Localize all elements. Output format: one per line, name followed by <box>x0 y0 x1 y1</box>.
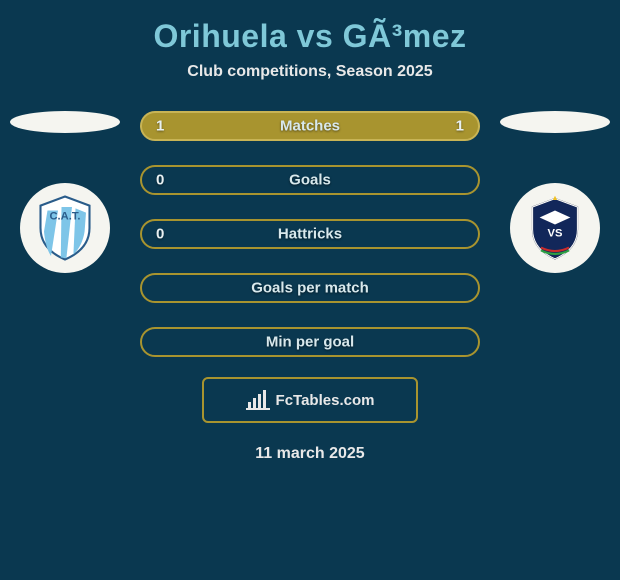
stat-bar-min-per-goal: Min per goal <box>140 327 480 357</box>
svg-text:VS: VS <box>548 227 563 239</box>
svg-text:C.A.T.: C.A.T. <box>49 211 80 223</box>
subtitle: Club competitions, Season 2025 <box>0 63 620 81</box>
stat-label: Hattricks <box>278 226 342 243</box>
stat-label: Matches <box>280 118 340 135</box>
stat-left-value: 0 <box>156 226 164 243</box>
left-side: C.A.T. <box>10 111 120 273</box>
stat-bar-hattricks: 0 Hattricks <box>140 219 480 249</box>
stat-label: Min per goal <box>266 334 354 351</box>
left-team-badge: C.A.T. <box>20 183 110 273</box>
stat-left-value: 1 <box>156 118 164 135</box>
stat-bar-goals: 0 Goals <box>140 165 480 195</box>
watermark-text: FcTables.com <box>276 392 375 409</box>
stats-column: 1 Matches 1 0 Goals 0 Hattricks Goals pe… <box>140 111 480 357</box>
right-side: VS <box>500 111 610 273</box>
stat-left-value: 0 <box>156 172 164 189</box>
stat-right-value: 1 <box>456 118 464 135</box>
stat-bar-goals-per-match: Goals per match <box>140 273 480 303</box>
left-oval-decoration <box>10 111 120 133</box>
stat-label: Goals <box>289 172 331 189</box>
page-title: Orihuela vs GÃ³mez <box>0 0 620 63</box>
stat-label: Goals per match <box>251 280 369 297</box>
footer-date: 11 march 2025 <box>0 445 620 463</box>
shield-icon: C.A.T. <box>30 193 100 263</box>
chart-icon <box>246 390 270 410</box>
right-oval-decoration <box>500 111 610 133</box>
shield-icon: VS <box>520 193 590 263</box>
comparison-row: C.A.T. 1 Matches 1 0 Goals 0 Hattricks G… <box>0 111 620 357</box>
stat-bar-matches: 1 Matches 1 <box>140 111 480 141</box>
right-team-badge: VS <box>510 183 600 273</box>
watermark: FcTables.com <box>202 377 418 423</box>
